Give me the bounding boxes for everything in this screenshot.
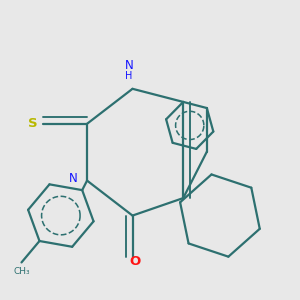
Text: O: O — [130, 254, 141, 268]
Text: S: S — [28, 117, 38, 130]
Text: N: N — [124, 59, 134, 72]
Text: N: N — [69, 172, 77, 185]
Text: CH₃: CH₃ — [13, 267, 30, 276]
Text: H: H — [125, 71, 133, 81]
